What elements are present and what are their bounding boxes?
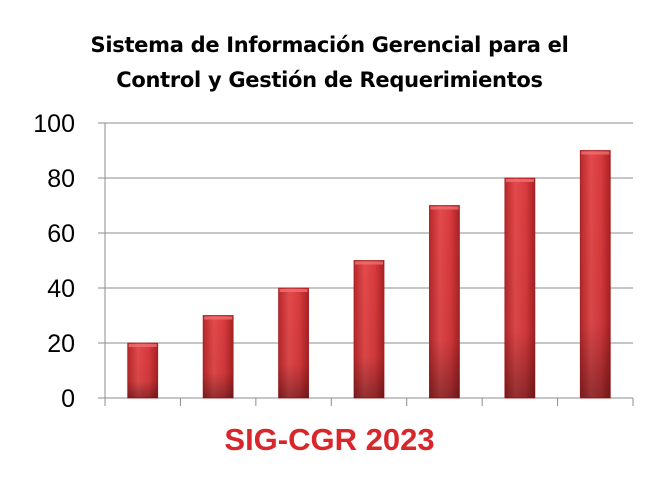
bars xyxy=(127,150,611,399)
bar-shade xyxy=(504,178,535,398)
bar-shade xyxy=(127,343,158,398)
bar xyxy=(353,260,385,399)
axes xyxy=(98,122,634,406)
bar xyxy=(127,342,159,399)
bar-shade xyxy=(203,315,234,398)
bar xyxy=(202,315,234,399)
footer-label: SIG-CGR 2023 xyxy=(224,422,435,457)
y-tick-label: 20 xyxy=(47,330,75,358)
y-tick-label: 60 xyxy=(47,220,75,248)
bar-cap xyxy=(279,289,308,292)
bar-cap xyxy=(581,151,610,155)
y-tick-label: 0 xyxy=(61,385,75,413)
y-tick-label: 100 xyxy=(33,110,75,138)
chart-title: Sistema de Información Gerencial para el… xyxy=(0,28,659,98)
y-tick-label: 40 xyxy=(47,275,75,303)
bar-cap xyxy=(204,316,233,320)
chart-title-line-1: Sistema de Información Gerencial para el xyxy=(90,33,569,57)
bar xyxy=(504,177,536,399)
bar xyxy=(278,287,309,399)
bar-shade xyxy=(354,260,384,398)
bar-shade xyxy=(278,288,309,398)
bar-cap xyxy=(355,261,383,265)
y-tick-label: 80 xyxy=(47,165,75,193)
bar xyxy=(429,205,460,399)
y-tick-labels: 0 20 40 60 80 100 xyxy=(33,110,75,413)
bar-cap xyxy=(128,344,157,347)
bar-cap xyxy=(505,179,534,182)
bar-cap xyxy=(430,206,459,210)
bar-shade xyxy=(429,205,460,398)
bar xyxy=(579,150,611,399)
chart-title-line-2: Control y Gestión de Requerimientos xyxy=(116,68,543,92)
bar-shade xyxy=(580,150,611,398)
